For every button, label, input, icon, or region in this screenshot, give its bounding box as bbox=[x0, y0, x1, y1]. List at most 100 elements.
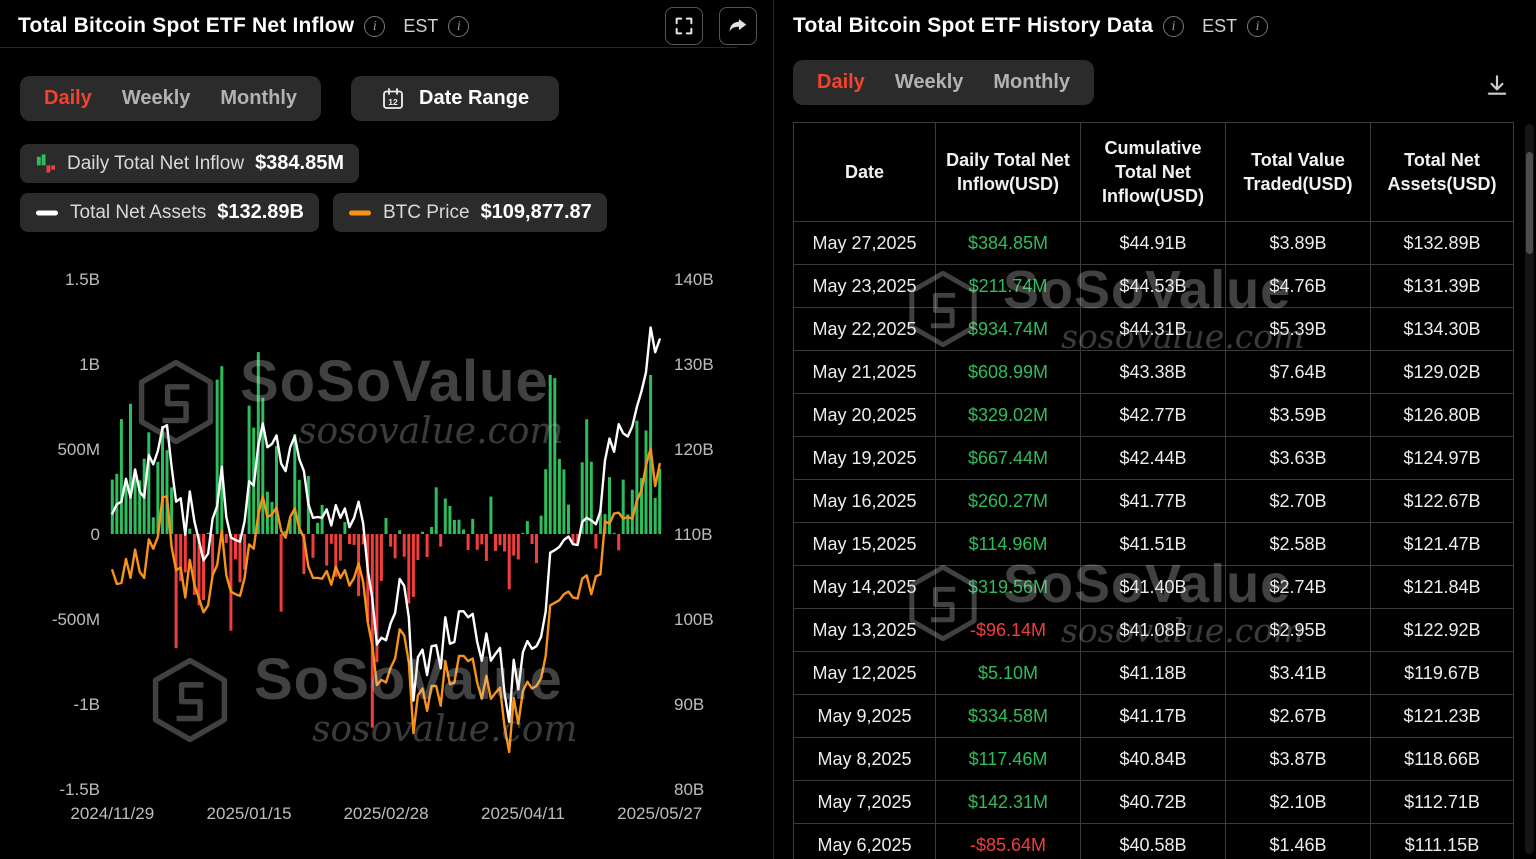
header-divider bbox=[0, 47, 737, 48]
panel-divider bbox=[773, 0, 774, 859]
column-header-4: Total Net Assets(USD) bbox=[1370, 122, 1514, 222]
btc-legend-value: $109,877.87 bbox=[480, 201, 592, 223]
svg-text:140B: 140B bbox=[674, 270, 714, 289]
share-icon bbox=[729, 19, 747, 32]
table-row: May 15,2025 $114.96M $41.51B $2.58B $121.47B bbox=[793, 522, 1514, 566]
history-tab-daily[interactable]: Daily bbox=[817, 71, 865, 93]
table-row: May 12,2025 $5.10M $41.18B $3.41B $119.67B bbox=[793, 651, 1514, 695]
date-cell: May 13,2025 bbox=[793, 608, 936, 652]
cumulative-cell: $44.91B bbox=[1080, 221, 1226, 265]
cumulative-cell: $40.58B bbox=[1080, 823, 1226, 859]
traded-cell: $2.58B bbox=[1225, 522, 1371, 566]
legend-daily-net-inflow[interactable]: Daily Total Net Inflow $384.85M bbox=[20, 144, 360, 183]
date-cell: May 8,2025 bbox=[793, 737, 936, 781]
traded-cell: $1.46B bbox=[1225, 823, 1371, 859]
cumulative-cell: $42.77B bbox=[1080, 393, 1226, 437]
right-panel-header: Total Bitcoin Spot ETF History Data i ES… bbox=[793, 6, 1520, 46]
svg-text:-1.5B: -1.5B bbox=[59, 780, 100, 799]
svg-text:130B: 130B bbox=[674, 355, 714, 374]
table-row: May 20,2025 $329.02M $42.77B $3.59B $126.80B bbox=[793, 393, 1514, 437]
assets-cell: $121.84B bbox=[1370, 565, 1514, 609]
inflow-cell: $114.96M bbox=[935, 522, 1081, 566]
assets-cell: $118.66B bbox=[1370, 737, 1514, 781]
etf-flow-chart[interactable]: 1.5B 1B 500M 0 -500M -1B -1.5B 140B 130B 120B 110B… bbox=[0, 253, 770, 833]
traded-cell: $2.95B bbox=[1225, 608, 1371, 652]
inflow-bars-icon bbox=[36, 154, 56, 173]
legend-total-net-assets[interactable]: Total Net Assets $132.89B bbox=[20, 193, 319, 232]
tab-weekly[interactable]: Weekly bbox=[121, 87, 191, 109]
svg-text:1B: 1B bbox=[79, 355, 100, 374]
svg-text:120B: 120B bbox=[674, 440, 714, 459]
left-controls: Daily Weekly Monthly 12 Date Range bbox=[20, 76, 560, 121]
download-button[interactable] bbox=[1478, 66, 1516, 104]
cumulative-cell: $40.72B bbox=[1080, 780, 1226, 824]
date-cell: May 6,2025 bbox=[793, 823, 936, 859]
svg-text:2025/04/11: 2025/04/11 bbox=[481, 804, 565, 823]
traded-cell: $3.59B bbox=[1225, 393, 1371, 437]
svg-text:-500M: -500M bbox=[52, 610, 100, 629]
column-header-0: Date bbox=[793, 122, 936, 222]
date-cell: May 23,2025 bbox=[793, 264, 936, 308]
assets-cell: $119.67B bbox=[1370, 651, 1514, 695]
orange-line-icon bbox=[348, 210, 371, 215]
assets-cell: $132.89B bbox=[1370, 221, 1514, 265]
legend-row-2: Total Net Assets $132.89B BTC Price $109… bbox=[20, 193, 607, 232]
table-row: May 23,2025 $211.74M $44.53B $4.76B $131.39B bbox=[793, 264, 1514, 308]
cumulative-cell: $41.08B bbox=[1080, 608, 1226, 652]
right-panel-title: Total Bitcoin Spot ETF History Data bbox=[793, 14, 1154, 37]
date-cell: May 19,2025 bbox=[793, 436, 936, 480]
assets-cell: $122.67B bbox=[1370, 479, 1514, 523]
table-row: May 27,2025 $384.85M $44.91B $3.89B $132.89B bbox=[793, 221, 1514, 265]
svg-text:2025/02/28: 2025/02/28 bbox=[343, 804, 428, 823]
column-header-2: Cumulative Total Net Inflow(USD) bbox=[1080, 122, 1226, 222]
inflow-cell: $142.31M bbox=[935, 780, 1081, 824]
inflow-cell: $211.74M bbox=[935, 264, 1081, 308]
history-tab-monthly[interactable]: Monthly bbox=[993, 71, 1071, 93]
column-header-3: Total Value Traded(USD) bbox=[1225, 122, 1371, 222]
cumulative-cell: $41.77B bbox=[1080, 479, 1226, 523]
fullscreen-icon bbox=[675, 17, 693, 35]
column-header-1: Daily Total Net Inflow(USD) bbox=[935, 122, 1081, 222]
cumulative-cell: $44.53B bbox=[1080, 264, 1226, 308]
inflow-cell: $319.56M bbox=[935, 565, 1081, 609]
left-panel-title: Total Bitcoin Spot ETF Net Inflow bbox=[18, 14, 355, 37]
left-panel-header: Total Bitcoin Spot ETF Net Inflow i EST … bbox=[18, 6, 757, 46]
traded-cell: $3.87B bbox=[1225, 737, 1371, 781]
inflow-cell: $384.85M bbox=[935, 221, 1081, 265]
inflow-cell: $608.99M bbox=[935, 350, 1081, 394]
scrollbar-thumb[interactable] bbox=[1526, 152, 1533, 254]
traded-cell: $7.64B bbox=[1225, 350, 1371, 394]
history-table-wrap: Date Daily Total Net Inflow(USD) Cumulativ… bbox=[793, 122, 1515, 859]
date-range-button[interactable]: 12 Date Range bbox=[351, 76, 560, 121]
history-tab-weekly[interactable]: Weekly bbox=[894, 71, 964, 93]
svg-text:0: 0 bbox=[91, 525, 100, 544]
table-header-row: Date Daily Total Net Inflow(USD) Cumulativ… bbox=[793, 122, 1514, 222]
assets-legend-value: $132.89B bbox=[217, 201, 304, 223]
cumulative-cell: $41.40B bbox=[1080, 565, 1226, 609]
legend-row-1: Daily Total Net Inflow $384.85M bbox=[20, 144, 360, 183]
history-timezone-info-icon[interactable]: i bbox=[1247, 15, 1269, 37]
svg-text:2024/11/29: 2024/11/29 bbox=[70, 804, 154, 823]
assets-cell: $131.39B bbox=[1370, 264, 1514, 308]
traded-cell: $3.63B bbox=[1225, 436, 1371, 480]
table-row: May 21,2025 $608.99M $43.38B $7.64B $129.02B bbox=[793, 350, 1514, 394]
timezone-info-icon[interactable]: i bbox=[448, 15, 470, 37]
table-row: May 6,2025 -$85.64M $40.58B $1.46B $111.15B bbox=[793, 823, 1514, 859]
history-info-icon[interactable]: i bbox=[1163, 15, 1185, 37]
white-line-icon bbox=[36, 210, 58, 215]
fullscreen-button[interactable] bbox=[665, 7, 703, 45]
traded-cell: $2.70B bbox=[1225, 479, 1371, 523]
title-info-icon[interactable]: i bbox=[364, 15, 386, 37]
tab-daily[interactable]: Daily bbox=[44, 87, 92, 109]
date-cell: May 20,2025 bbox=[793, 393, 936, 437]
assets-cell: $124.97B bbox=[1370, 436, 1514, 480]
legend-btc-price[interactable]: BTC Price $109,877.87 bbox=[332, 193, 607, 232]
svg-text:-1B: -1B bbox=[74, 695, 100, 714]
tab-monthly[interactable]: Monthly bbox=[220, 87, 298, 109]
svg-text:2025/05/27: 2025/05/27 bbox=[617, 804, 702, 823]
svg-text:1.5B: 1.5B bbox=[65, 270, 100, 289]
date-cell: May 16,2025 bbox=[793, 479, 936, 523]
table-row: May 7,2025 $142.31M $40.72B $2.10B $112.71B bbox=[793, 780, 1514, 824]
share-button[interactable] bbox=[719, 7, 757, 45]
